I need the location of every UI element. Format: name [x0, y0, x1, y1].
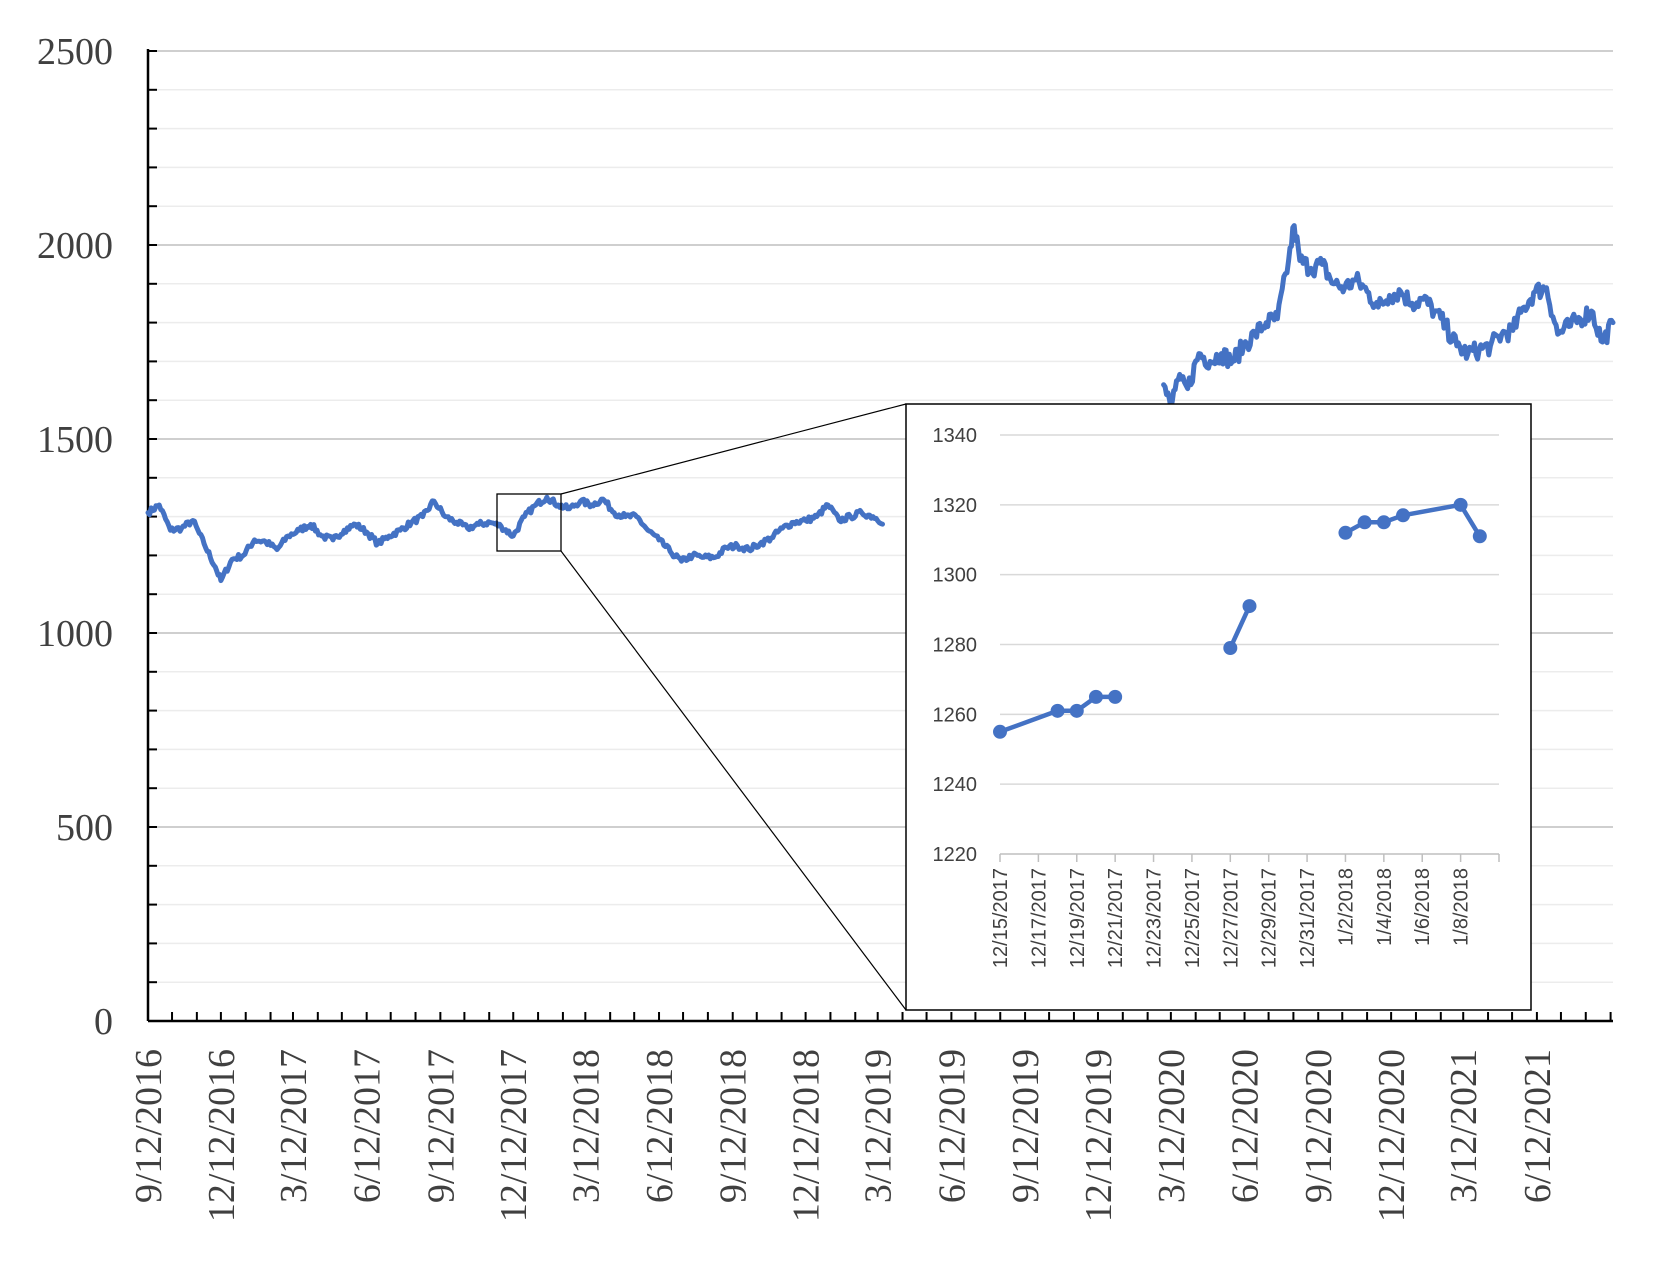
x-tick-label: 6/12/2021: [1517, 1049, 1559, 1203]
main-y-tick-labels: 0 500 1000 1500 2000 2500: [37, 31, 113, 1043]
y-tick-label: 0: [94, 1001, 113, 1043]
inset-x-tick-label: 1/6/2018: [1412, 868, 1434, 946]
zoom-rectangle: [496, 493, 562, 552]
inset-series-line: [1228, 605, 1252, 649]
x-tick-label: 3/12/2020: [1151, 1049, 1193, 1203]
inset-data-point: [1242, 599, 1257, 614]
inset-x-tick-label: 1/8/2018: [1451, 868, 1473, 946]
x-tick-label: 9/12/2017: [420, 1049, 462, 1203]
main-x-tick-labels: 9/12/2016 12/12/2016 3/12/2017 6/12/2017 9/1…: [128, 1049, 1559, 1222]
x-tick-label: 12/12/2018: [786, 1049, 828, 1222]
y-tick-label: 2000: [37, 225, 113, 267]
inset-data-point: [1108, 689, 1123, 704]
x-tick-label: 9/12/2016: [128, 1049, 170, 1203]
inset-data-point: [1376, 515, 1391, 530]
inset-x-tick-label: 12/27/2017: [1220, 868, 1242, 968]
main-series-line: [145, 223, 1616, 584]
zoom-connector-bottom: [560, 550, 907, 1011]
x-tick-label: 12/12/2020: [1371, 1049, 1413, 1222]
inset-y-tick-label: 1320: [933, 495, 978, 517]
inset-x-tick-label: 12/23/2017: [1144, 868, 1166, 968]
inset-data-point: [1396, 508, 1411, 523]
inset-x-tick-label: 12/25/2017: [1182, 868, 1204, 968]
inset-data-point: [1050, 703, 1065, 718]
x-tick-label: 12/12/2019: [1078, 1049, 1120, 1222]
x-tick-label: 6/12/2017: [347, 1049, 389, 1203]
x-tick-label: 6/12/2020: [1225, 1049, 1267, 1203]
x-tick-label: 3/12/2021: [1443, 1049, 1485, 1203]
inset-data-point: [1069, 703, 1084, 718]
inset-data-point: [1088, 689, 1103, 704]
x-tick-label: 9/12/2019: [1005, 1049, 1047, 1203]
inset-data-point: [1357, 515, 1372, 530]
inset-x-tick-label: 12/15/2017: [990, 868, 1012, 968]
y-tick-label: 2500: [37, 31, 113, 73]
inset-chart: 1220 1240 1260 1280 1300 1320 1340 12/15/2017 12…: [905, 403, 1532, 1011]
inset-data-point: [993, 724, 1007, 739]
x-tick-label: 6/12/2018: [639, 1049, 681, 1203]
inset-x-tick-label: 12/21/2017: [1105, 868, 1127, 968]
inset-y-tick-label: 1260: [933, 704, 978, 726]
zoom-connector-top: [560, 403, 907, 495]
inset-y-tick-label: 1240: [933, 774, 978, 796]
main-axes: [146, 49, 1613, 1023]
inset-x-tick-label: 12/31/2017: [1297, 868, 1319, 968]
inset-y-tick-label: 1340: [933, 425, 978, 447]
x-tick-label: 9/12/2018: [713, 1049, 755, 1203]
inset-y-tick-label: 1220: [933, 844, 978, 866]
inset-x-tick-label: 1/4/2018: [1374, 868, 1396, 946]
main-series: [145, 223, 1616, 584]
x-tick-label: 3/12/2018: [565, 1049, 607, 1203]
inset-x-tick-label: 12/17/2017: [1028, 868, 1050, 968]
inset-data-point: [1223, 640, 1238, 655]
inset-data-point: [1453, 497, 1468, 512]
y-tick-label: 1500: [37, 419, 113, 461]
x-tick-label: 6/12/2019: [931, 1049, 973, 1203]
inset-x-tick-label: 12/29/2017: [1259, 868, 1281, 968]
y-tick-label: 500: [56, 807, 113, 849]
x-tick-label: 9/12/2020: [1298, 1049, 1340, 1203]
x-tick-label: 12/12/2016: [201, 1049, 243, 1222]
inset-x-tick-label: 12/19/2017: [1067, 868, 1089, 968]
inset-data-point: [1472, 529, 1487, 544]
inset-y-tick-label: 1300: [933, 565, 978, 587]
x-tick-label: 3/12/2017: [273, 1049, 315, 1203]
inset-y-tick-label: 1280: [933, 635, 978, 657]
inset-x-tick-label: 1/2/2018: [1335, 868, 1357, 946]
inset-data-point: [1338, 525, 1353, 540]
x-tick-label: 12/12/2017: [493, 1049, 535, 1222]
x-tick-label: 3/12/2019: [858, 1049, 900, 1203]
y-tick-label: 1000: [37, 613, 113, 655]
zoom-indicator: [496, 403, 907, 1011]
